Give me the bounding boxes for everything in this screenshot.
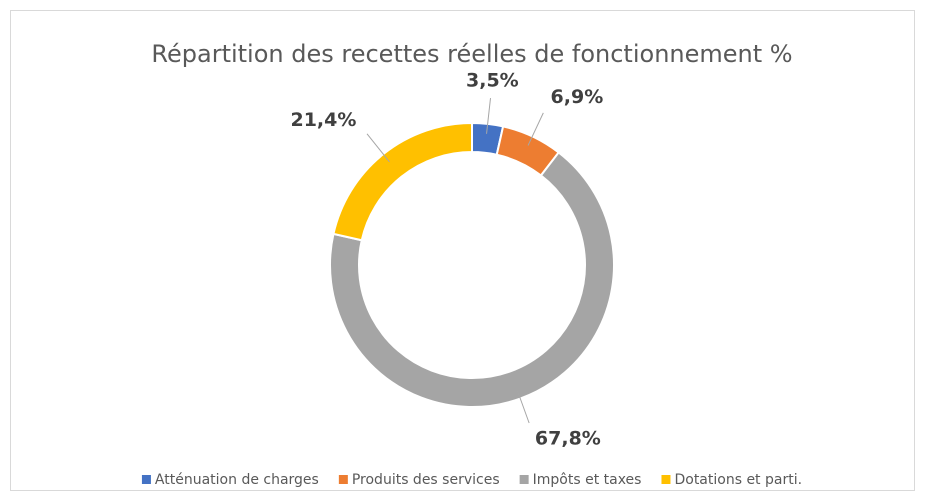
legend-label: Dotations et parti.	[674, 472, 802, 488]
data-label: 3,5%	[466, 70, 519, 92]
legend-swatch	[338, 475, 348, 484]
leader-line	[516, 388, 530, 424]
data-label: 6,9%	[551, 86, 604, 108]
legend-label: Impôts et taxes	[533, 472, 642, 488]
donut-segment	[332, 121, 473, 242]
chart-title: Répartition des recettes réelles de fonc…	[151, 40, 792, 68]
leader-line	[366, 133, 390, 163]
legend-label: Atténuation de charges	[155, 472, 319, 488]
legend-label: Produits des services	[352, 472, 500, 488]
legend-swatch	[519, 475, 529, 484]
data-label: 67,8%	[535, 427, 601, 449]
leader-line	[527, 112, 544, 146]
data-label: 21,4%	[290, 109, 356, 131]
donut-segment	[329, 151, 615, 408]
chart-border	[10, 10, 915, 491]
legend-swatch	[141, 475, 151, 484]
legend-swatch	[661, 475, 671, 484]
leader-line	[486, 97, 492, 134]
